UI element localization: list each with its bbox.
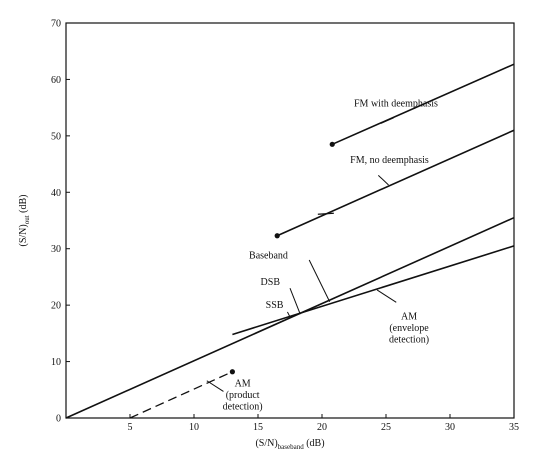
series-line <box>232 245 515 336</box>
ticks: 5 10 15 20 25 30 35 0 10 20 30 40 50 60 70 <box>51 19 519 434</box>
y-tick-label: 30 <box>51 244 61 255</box>
series-lines <box>65 63 515 419</box>
annotation-text: AM <box>401 311 417 322</box>
series-line <box>331 63 515 146</box>
y-tick-label: 60 <box>51 75 61 86</box>
annotation-text: AM <box>235 378 251 389</box>
annotation-text: DSB <box>261 277 281 288</box>
x-tick-label: 30 <box>445 422 455 433</box>
series-crossing-tick <box>317 212 334 215</box>
y-axis-title: (S/N)out (dB) <box>18 194 31 246</box>
series-endpoint-marker <box>274 233 280 239</box>
annotation-text: FM with deemphasis <box>354 99 438 110</box>
annotation-text: FM, no deemphasis <box>350 155 429 166</box>
series-line <box>276 129 515 237</box>
annotation-text: Baseband <box>249 250 288 261</box>
annotation-leader <box>289 288 301 315</box>
annotation-leader <box>376 289 397 303</box>
annotation-text: SSB <box>266 300 284 311</box>
x-tick-label: 20 <box>317 422 327 433</box>
x-axis-title: (S/N)baseband (dB) <box>255 438 324 451</box>
annotation-dsb: DSB <box>261 277 301 315</box>
annotation-text: detection) <box>389 334 429 345</box>
x-tick-label: 5 <box>128 422 133 433</box>
annotation-leader <box>286 311 291 318</box>
annotations: FM with deemphasis FM, no deemphasis Baseb… <box>206 99 438 412</box>
y-tick-label: 40 <box>51 188 61 199</box>
annotation-leader <box>206 380 224 392</box>
series-line <box>65 216 515 419</box>
annotation-text: (product <box>226 390 260 401</box>
y-tick-label: 10 <box>51 357 61 368</box>
annotation-fm-de: FM with deemphasis <box>354 99 438 124</box>
plot-frame <box>65 22 515 419</box>
y-tick-label: 70 <box>51 19 61 30</box>
y-tick-label: 50 <box>51 131 61 142</box>
x-tick-label: 15 <box>253 422 263 433</box>
axis-titles: (S/N)baseband (dB) (S/N)out (dB) <box>18 194 325 451</box>
annotation-baseband: Baseband <box>249 250 331 302</box>
annotation-ssb: SSB <box>266 300 291 318</box>
annotation-leader <box>377 174 389 186</box>
annotation-leader <box>308 259 331 302</box>
x-tick-label: 35 <box>509 422 519 433</box>
series-endpoint-marker <box>229 369 235 375</box>
axes <box>65 22 515 419</box>
x-tick-label: 10 <box>189 422 199 433</box>
y-tick-label: 0 <box>56 414 61 425</box>
annotation-fm-no: FM, no deemphasis <box>350 155 429 186</box>
y-tick-label: 20 <box>51 301 61 312</box>
annotation-text: (envelope <box>389 323 429 334</box>
series-endpoint-marker <box>329 141 335 147</box>
series-line <box>129 371 233 419</box>
x-tick-label: 25 <box>381 422 391 433</box>
annotation-leader <box>380 117 394 124</box>
annotation-text: detection) <box>223 401 263 412</box>
